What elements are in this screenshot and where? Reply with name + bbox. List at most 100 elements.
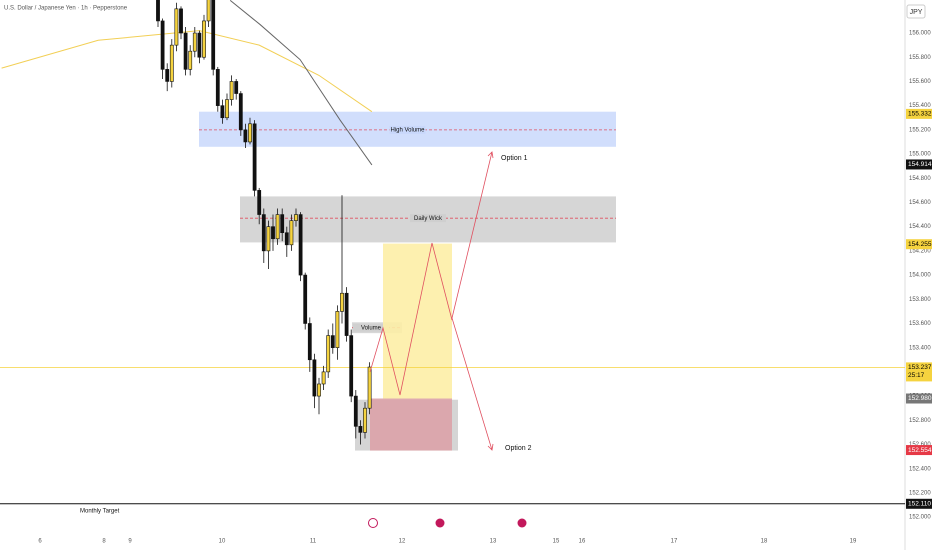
candle-body — [179, 8, 183, 34]
candle-body — [280, 214, 285, 234]
candle-body — [271, 226, 275, 240]
annotation: Option 2 — [505, 445, 532, 452]
countdown: 25:17 — [908, 372, 925, 379]
candle-body — [211, 0, 216, 70]
price-tag — [906, 445, 932, 456]
position-box — [370, 398, 452, 451]
x-tick-label: 6 — [38, 539, 42, 545]
candle-body — [298, 214, 303, 276]
price-tag — [906, 498, 932, 509]
x-tick-label: 16 — [579, 539, 586, 545]
event-icon — [517, 518, 527, 528]
candle-body — [289, 220, 294, 246]
x-tick-label: 13 — [490, 539, 497, 545]
candle-body — [303, 274, 308, 324]
candle-body — [312, 359, 317, 397]
option-arrow — [451, 151, 494, 319]
candle-body — [234, 81, 239, 94]
x-tick-label: 8 — [102, 539, 106, 545]
price-tag — [906, 159, 932, 170]
candle-body — [367, 366, 372, 409]
candle-body — [252, 123, 257, 191]
candle-body — [225, 99, 229, 119]
candle-body — [197, 32, 202, 58]
zone-label: Daily Wick — [414, 216, 443, 222]
price-tag-label: 152.110 — [908, 501, 931, 508]
y-tick-label: 155.000 — [909, 152, 931, 158]
candle-body — [358, 426, 363, 433]
candle-body — [330, 335, 335, 348]
candle-body — [353, 395, 358, 427]
candle-body — [188, 50, 193, 70]
candle-body — [340, 292, 344, 312]
projection-path — [369, 242, 453, 396]
y-tick-label: 155.800 — [909, 55, 931, 61]
annotation: Option 1 — [501, 155, 528, 162]
price-tag-label: 152.980 — [908, 395, 932, 402]
price-tag-label: 152.554 — [908, 447, 932, 454]
chart-title: U.S. Dollar / Japanese Yen · 1h · Pepper… — [4, 6, 128, 12]
candle-body — [165, 69, 170, 82]
candle-body — [321, 371, 326, 385]
candle-body — [349, 335, 354, 397]
candle-body — [215, 69, 220, 106]
candle-body — [192, 32, 197, 52]
moving-average — [229, 0, 373, 166]
option-arrow — [451, 317, 494, 451]
price-tag-label: 154.914 — [908, 161, 932, 168]
candle-body — [160, 20, 165, 70]
moving-average — [1, 30, 373, 113]
price-tag — [906, 362, 932, 382]
candle-body — [294, 214, 298, 221]
zone-label-bg — [410, 214, 446, 223]
x-tick-label: 17 — [671, 539, 678, 545]
candle-body — [238, 93, 243, 131]
event-icon — [435, 518, 445, 528]
y-tick-label: 152.200 — [909, 490, 931, 496]
candle-body — [257, 190, 262, 215]
x-tick-label: 9 — [128, 539, 132, 545]
x-tick-label: 11 — [310, 539, 317, 545]
candle-body — [248, 123, 252, 143]
price-tag-label: 153.237 — [908, 364, 932, 371]
currency: JPY — [910, 9, 923, 16]
position-box — [383, 243, 452, 399]
event-icon — [368, 518, 378, 528]
zone-label-bg — [353, 323, 389, 332]
y-tick-label: 152.400 — [909, 466, 931, 472]
zone-label: Volume — [361, 325, 382, 331]
x-tick-label: 12 — [399, 539, 406, 545]
candle-body — [229, 81, 234, 100]
candle-body — [266, 226, 271, 252]
zone-label-bg — [389, 125, 426, 134]
y-tick-label: 155.400 — [909, 103, 931, 109]
y-tick-label: 152.000 — [909, 515, 931, 521]
x-tick-label: 19 — [850, 539, 857, 545]
y-tick-label: 153.800 — [909, 297, 931, 303]
y-tick-label: 156.000 — [909, 31, 931, 37]
x-tick-label: 18 — [761, 539, 768, 545]
candle-body — [202, 20, 206, 58]
candle-body — [261, 214, 266, 252]
candle-body — [307, 323, 312, 361]
candle-body — [275, 214, 280, 240]
candle-body — [284, 232, 289, 246]
y-tick-label: 153.400 — [909, 345, 931, 351]
candle-body — [326, 335, 331, 373]
price-tag — [906, 108, 932, 119]
candle-body — [243, 129, 248, 143]
y-tick-label: 155.200 — [909, 127, 931, 133]
candle-body — [169, 44, 174, 82]
y-tick-label: 154.000 — [909, 273, 931, 279]
event-icons — [368, 518, 527, 528]
price-tag — [906, 393, 932, 404]
candle-body — [206, 0, 211, 22]
price-tag-label: 155.332 — [908, 111, 932, 118]
candle-body — [335, 311, 340, 348]
y-tick-label: 154.800 — [909, 176, 931, 182]
candle-body — [183, 32, 188, 70]
y-tick-label: 153.600 — [909, 321, 931, 327]
zone-label: High Volume — [390, 127, 425, 133]
candle-body — [363, 407, 367, 433]
